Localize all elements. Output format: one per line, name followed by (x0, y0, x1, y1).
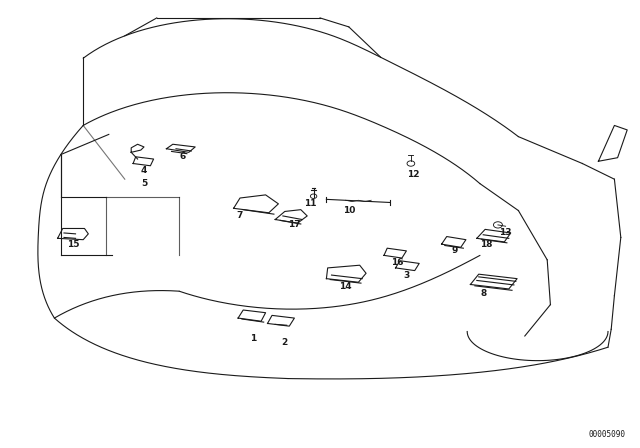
Text: 7: 7 (237, 211, 243, 220)
Text: 14: 14 (339, 282, 352, 291)
Text: 3: 3 (403, 271, 410, 280)
Text: 4: 4 (141, 166, 147, 175)
Text: 15: 15 (67, 240, 80, 249)
Text: 1: 1 (250, 334, 256, 343)
Text: 12: 12 (406, 170, 419, 179)
Text: 10: 10 (342, 206, 355, 215)
Text: 9: 9 (451, 246, 458, 255)
Text: 17: 17 (288, 220, 301, 228)
Text: 18: 18 (480, 240, 493, 249)
Text: 6: 6 (179, 152, 186, 161)
Text: 5: 5 (141, 179, 147, 188)
Text: 2: 2 (282, 338, 288, 347)
Text: 8: 8 (480, 289, 486, 298)
Text: 11: 11 (304, 199, 317, 208)
Text: 13: 13 (499, 228, 512, 237)
Text: 00005090: 00005090 (589, 430, 626, 439)
Text: 16: 16 (390, 258, 403, 267)
